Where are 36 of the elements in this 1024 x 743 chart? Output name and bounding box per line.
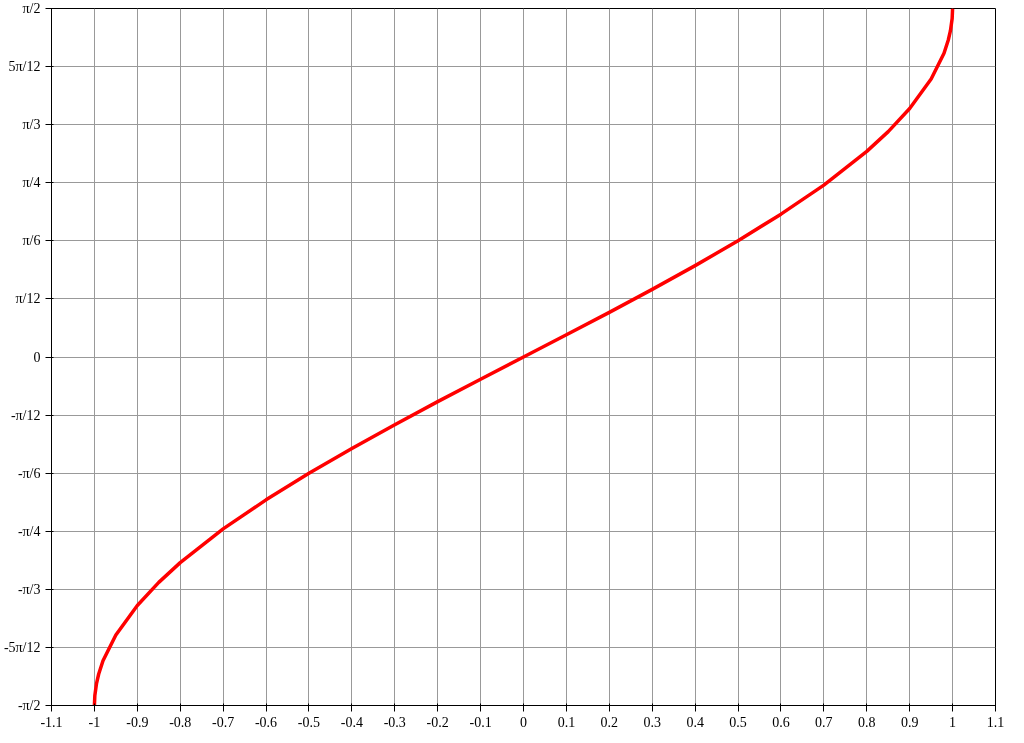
y-tick-label: 0 [33, 349, 41, 365]
x-tick-label: 1.1 [986, 714, 1005, 730]
y-tick-label: 5π/12 [8, 59, 41, 75]
x-tick-label: 0.4 [686, 714, 704, 730]
x-tick-label: -0.6 [254, 714, 278, 730]
x-tick-label: 0.6 [772, 714, 790, 730]
x-tick-label: 0.7 [815, 714, 833, 730]
x-tick-label: 0.5 [729, 714, 747, 730]
x-tick-label: 0.1 [557, 714, 576, 730]
x-tick-label: -1.1 [40, 714, 63, 730]
x-tick-label: -0.1 [469, 714, 492, 730]
x-tick-label: 0 [520, 714, 527, 730]
x-tick-label: -0.3 [383, 714, 406, 730]
x-tick-label: -0.4 [340, 714, 363, 730]
y-tick-label: π/3 [22, 117, 41, 133]
y-tick-label: -π/3 [17, 581, 41, 597]
x-tick-label: 0.9 [900, 714, 919, 730]
x-tick-label: -1 [88, 714, 101, 730]
y-tick-label: -π/2 [17, 698, 41, 713]
x-tick-label: -0.2 [426, 714, 449, 730]
x-tick-label: 0.2 [600, 714, 619, 730]
y-tick-label: π/2 [22, 1, 41, 16]
y-tick-label: π/12 [15, 291, 41, 307]
x-tick-label: -0.8 [169, 714, 192, 730]
x-tick-label: 0.3 [643, 714, 661, 730]
y-tick-label: -5π/12 [3, 639, 41, 655]
y-tick-label: -π/6 [17, 465, 41, 481]
x-tick-label: -0.7 [212, 714, 235, 730]
y-tick-label: -π/12 [10, 407, 41, 423]
x-tick-label: 0.8 [858, 714, 876, 730]
x-tick-label: 1 [949, 714, 957, 730]
y-tick-label: -π/4 [17, 523, 41, 539]
y-tick-label: π/6 [22, 233, 41, 249]
y-tick-label: π/4 [22, 175, 41, 191]
x-tick-label: -0.5 [297, 714, 321, 730]
x-tick-label: -0.9 [126, 714, 149, 730]
